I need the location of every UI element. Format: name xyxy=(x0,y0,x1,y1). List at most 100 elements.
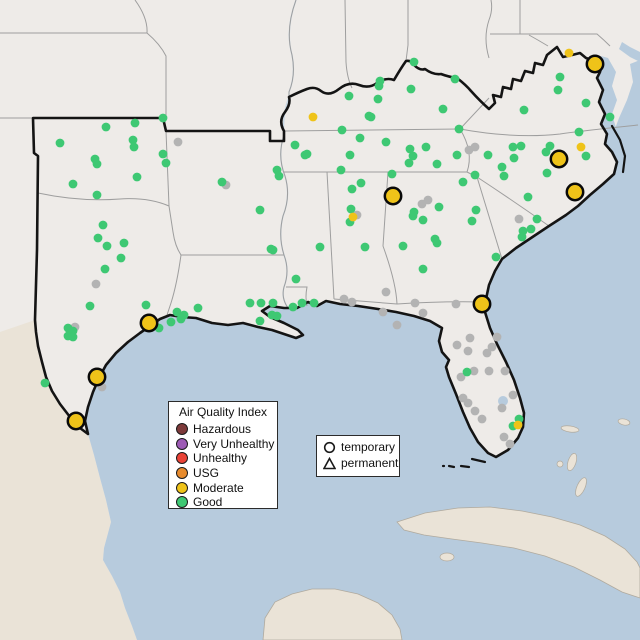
monitor-marker-good[interactable] xyxy=(315,242,325,252)
monitor-marker-good[interactable] xyxy=(526,224,536,234)
monitor-marker-no-data[interactable] xyxy=(465,333,475,343)
monitor-marker-good[interactable] xyxy=(373,94,383,104)
monitor-marker-good[interactable] xyxy=(581,98,591,108)
monitor-marker-good[interactable] xyxy=(92,190,102,200)
monitor-marker-no-data[interactable] xyxy=(508,390,518,400)
monitor-marker-good[interactable] xyxy=(274,171,284,181)
monitor-marker-good[interactable] xyxy=(245,298,255,308)
monitor-marker-good[interactable] xyxy=(268,245,278,255)
monitor-marker-good[interactable] xyxy=(161,158,171,168)
monitor-marker-no-data[interactable] xyxy=(499,432,509,442)
monitor-marker-good[interactable] xyxy=(499,171,509,181)
monitor-marker-good[interactable] xyxy=(497,162,507,172)
monitor-marker-good[interactable] xyxy=(217,177,227,187)
monitor-marker-good[interactable] xyxy=(119,238,129,248)
monitor-marker-no-data[interactable] xyxy=(347,297,357,307)
monitor-marker-good[interactable] xyxy=(297,298,307,308)
monitor-marker-good[interactable] xyxy=(508,142,518,152)
monitor-marker-good[interactable] xyxy=(491,252,501,262)
monitor-marker-good[interactable] xyxy=(409,57,419,67)
monitor-marker-good[interactable] xyxy=(450,74,460,84)
monitor-marker-good[interactable] xyxy=(98,220,108,230)
monitor-marker-good[interactable] xyxy=(519,105,529,115)
monitor-marker-moderate-large[interactable] xyxy=(66,411,86,431)
monitor-marker-good[interactable] xyxy=(432,159,442,169)
monitor-marker-good[interactable] xyxy=(408,211,418,221)
monitor-marker-good[interactable] xyxy=(337,125,347,135)
monitor-marker-good[interactable] xyxy=(255,316,265,326)
monitor-marker-good[interactable] xyxy=(542,168,552,178)
monitor-marker-good[interactable] xyxy=(418,264,428,274)
monitor-marker-moderate-large[interactable] xyxy=(383,186,403,206)
monitor-marker-good[interactable] xyxy=(438,104,448,114)
monitor-marker-good[interactable] xyxy=(467,216,477,226)
monitor-marker-good[interactable] xyxy=(85,301,95,311)
monitor-marker-good[interactable] xyxy=(158,149,168,159)
monitor-marker-no-data[interactable] xyxy=(484,366,494,376)
monitor-marker-good[interactable] xyxy=(541,147,551,157)
monitor-marker-good[interactable] xyxy=(166,317,176,327)
monitor-marker-good[interactable] xyxy=(387,169,397,179)
monitor-marker-moderate-large[interactable] xyxy=(549,149,569,169)
monitor-marker-good[interactable] xyxy=(553,85,563,95)
monitor-marker-good[interactable] xyxy=(290,140,300,150)
monitor-marker-good[interactable] xyxy=(176,314,186,324)
monitor-marker-no-data[interactable] xyxy=(452,340,462,350)
monitor-marker-good[interactable] xyxy=(345,150,355,160)
monitor-marker-good[interactable] xyxy=(101,122,111,132)
monitor-marker-good[interactable] xyxy=(398,241,408,251)
monitor-marker-good[interactable] xyxy=(158,113,168,123)
monitor-marker-good[interactable] xyxy=(360,242,370,252)
monitor-marker-no-data[interactable] xyxy=(487,342,497,352)
monitor-marker-good[interactable] xyxy=(574,127,584,137)
monitor-marker-good[interactable] xyxy=(454,124,464,134)
monitor-marker-good[interactable] xyxy=(432,238,442,248)
monitor-marker-good[interactable] xyxy=(408,151,418,161)
monitor-marker-no-data[interactable] xyxy=(463,346,473,356)
monitor-marker-good[interactable] xyxy=(356,178,366,188)
monitor-marker-good[interactable] xyxy=(523,192,533,202)
monitor-marker-no-data[interactable] xyxy=(470,406,480,416)
monitor-marker-moderate-large[interactable] xyxy=(139,313,159,333)
monitor-marker-good[interactable] xyxy=(116,253,126,263)
monitor-marker-no-data[interactable] xyxy=(410,298,420,308)
monitor-marker-good[interactable] xyxy=(406,84,416,94)
monitor-marker-good[interactable] xyxy=(129,142,139,152)
monitor-marker-good[interactable] xyxy=(268,298,278,308)
monitor-marker-good[interactable] xyxy=(102,241,112,251)
monitor-marker-good[interactable] xyxy=(381,137,391,147)
monitor-marker-moderate-small[interactable] xyxy=(348,212,358,222)
monitor-marker-good[interactable] xyxy=(172,307,182,317)
monitor-marker-no-data[interactable] xyxy=(418,308,428,318)
monitor-marker-good[interactable] xyxy=(421,142,431,152)
monitor-marker-good[interactable] xyxy=(555,72,565,82)
monitor-marker-good[interactable] xyxy=(366,112,376,122)
monitor-marker-good[interactable] xyxy=(40,378,50,388)
monitor-marker-good[interactable] xyxy=(605,112,615,122)
monitor-marker-moderate-large[interactable] xyxy=(87,367,107,387)
monitor-marker-good[interactable] xyxy=(302,149,312,159)
monitor-marker-no-data[interactable] xyxy=(381,287,391,297)
monitor-marker-good[interactable] xyxy=(256,298,266,308)
monitor-marker-no-data[interactable] xyxy=(492,332,502,342)
monitor-marker-good[interactable] xyxy=(374,81,384,91)
monitor-marker-no-data[interactable] xyxy=(339,294,349,304)
monitor-marker-no-data[interactable] xyxy=(451,299,461,309)
monitor-marker-good[interactable] xyxy=(288,302,298,312)
monitor-marker-good[interactable] xyxy=(509,153,519,163)
monitor-marker-good[interactable] xyxy=(336,165,346,175)
monitor-marker-good[interactable] xyxy=(452,150,462,160)
monitor-marker-good[interactable] xyxy=(404,158,414,168)
monitor-marker-good[interactable] xyxy=(68,332,78,342)
monitor-marker-good[interactable] xyxy=(344,91,354,101)
monitor-marker-no-data[interactable] xyxy=(392,320,402,330)
monitor-marker-no-data[interactable] xyxy=(514,214,524,224)
monitor-marker-good[interactable] xyxy=(347,184,357,194)
monitor-marker-good[interactable] xyxy=(55,138,65,148)
monitor-marker-no-data[interactable] xyxy=(505,439,515,449)
monitor-marker-good[interactable] xyxy=(462,367,472,377)
monitor-marker-good[interactable] xyxy=(434,202,444,212)
monitor-marker-no-data[interactable] xyxy=(463,398,473,408)
monitor-marker-no-data[interactable] xyxy=(173,137,183,147)
